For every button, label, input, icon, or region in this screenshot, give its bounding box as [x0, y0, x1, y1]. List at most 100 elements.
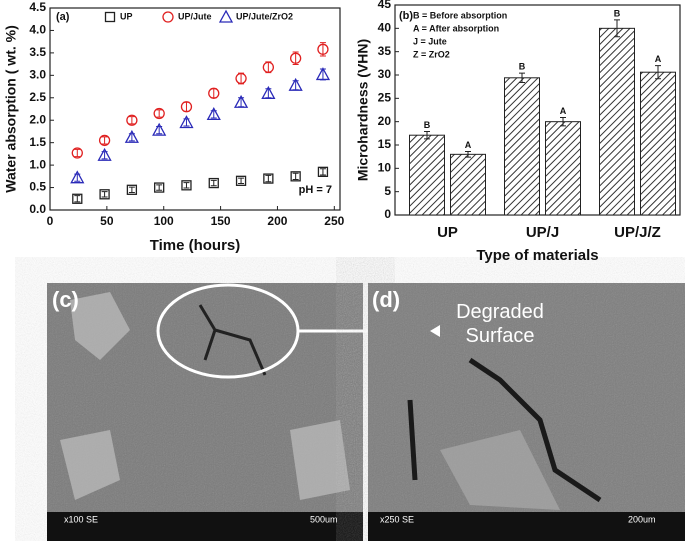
y-tick-label: 45: [378, 0, 392, 11]
error-bar: [292, 172, 299, 180]
x-tick-label: UP: [437, 224, 458, 241]
error-bar: [292, 51, 299, 66]
legend-label: UP: [120, 11, 133, 21]
y-tick-label: 0: [384, 207, 391, 221]
error-bar: [519, 72, 525, 83]
error-bar: [465, 151, 471, 158]
x-tick-label: 150: [211, 214, 231, 228]
panel-label: (a): [56, 11, 70, 23]
y-tick-label: 2.5: [29, 90, 46, 104]
x-tick-label: 50: [100, 214, 114, 228]
error-bar: [183, 182, 190, 189]
sem-scale: 500um: [310, 514, 338, 524]
y-tick-label: 5: [384, 184, 391, 198]
y-tick-label: 10: [378, 161, 392, 175]
marker: [206, 107, 221, 121]
x-tick-label: 100: [154, 214, 174, 228]
legend-label: UP/Jute: [178, 11, 212, 21]
error-bar: [156, 184, 163, 191]
error-bar: [424, 130, 430, 140]
error-bar: [238, 177, 245, 185]
x-axis-title: Time (hours): [150, 237, 241, 254]
bar-label: A: [560, 106, 567, 116]
legend-label: UP/Jute/ZrO2: [236, 11, 293, 21]
marker: [181, 180, 192, 191]
marker: [180, 101, 193, 113]
bar: [504, 77, 540, 216]
marker: [263, 173, 274, 184]
bar-label: A: [655, 54, 662, 64]
y-axis-title: Microhardness (VHN): [355, 39, 371, 181]
y-tick-label: 4.0: [29, 23, 46, 37]
plot-frame: [49, 7, 341, 211]
marker: [233, 94, 249, 108]
bar-label: B: [614, 8, 621, 18]
marker: [97, 147, 112, 161]
marker: [179, 115, 194, 129]
marker: [317, 43, 329, 55]
marker: [235, 72, 247, 85]
marker: [154, 182, 165, 193]
bar: [545, 121, 581, 216]
marker: [99, 189, 110, 200]
bar: [450, 153, 486, 216]
error-bar: [74, 195, 81, 203]
bar: [640, 71, 676, 216]
y-tick-label: 25: [378, 91, 392, 105]
x-tick-label: 250: [324, 214, 344, 228]
y-tick-label: 4.5: [29, 0, 46, 14]
error-bar: [128, 116, 135, 125]
error-bar: [210, 88, 217, 99]
y-tick-label: 3.5: [29, 45, 46, 59]
marker: [126, 114, 138, 126]
marker: [71, 147, 83, 159]
x-axis-title: Type of materials: [476, 247, 598, 264]
panel-label: (c): [52, 287, 79, 312]
annotation: pH = 7: [299, 184, 332, 196]
marker: [317, 166, 329, 177]
marker: [70, 170, 85, 184]
error-bar: [319, 68, 326, 81]
marker: [72, 193, 83, 204]
marker: [153, 107, 165, 120]
panel-label: (d): [372, 287, 400, 312]
marker: [262, 61, 275, 73]
marker: [235, 175, 247, 186]
marker: [289, 52, 302, 64]
error-bar: [560, 116, 566, 127]
key-entry: B = Before absorption: [413, 10, 507, 20]
marker: [261, 85, 276, 99]
error-bar: [210, 179, 217, 187]
bar: [599, 27, 635, 216]
x-tick-label: 200: [267, 214, 287, 228]
error-bar: [655, 65, 661, 80]
marker: [124, 129, 139, 143]
marker: [98, 134, 111, 147]
sem-info: x250 SE: [380, 514, 414, 524]
y-tick-label: 0.0: [29, 202, 46, 216]
y-tick-label: 1.5: [29, 135, 46, 149]
y-tick-label: 15: [378, 137, 392, 151]
y-tick-label: 30: [378, 67, 392, 81]
error-bar: [319, 168, 326, 176]
legend-marker: [104, 11, 116, 23]
legend-marker: [218, 9, 234, 23]
annotation: Degraded Surface: [456, 301, 544, 347]
error-bar: [265, 61, 272, 74]
marker: [208, 87, 220, 99]
bar-label: B: [519, 62, 526, 72]
key-entry: Z = ZrO2: [413, 49, 450, 59]
legend-marker: [162, 11, 174, 23]
error-bar: [156, 109, 163, 118]
marker: [290, 171, 301, 182]
sem-panel-d: (d) x250 SE 200um Degraded Surface: [368, 283, 685, 541]
error-bar: [183, 101, 190, 112]
sem-info: x100 SE: [64, 514, 98, 524]
y-axis-title: Water absorption ( wt. %): [3, 25, 19, 192]
y-tick-label: 1.0: [29, 157, 46, 171]
y-tick-label: 35: [378, 44, 392, 58]
x-tick-label: UP/J/Z: [614, 224, 661, 241]
error-bar: [101, 191, 108, 198]
error-bar: [614, 19, 620, 38]
error-bar: [265, 174, 272, 183]
